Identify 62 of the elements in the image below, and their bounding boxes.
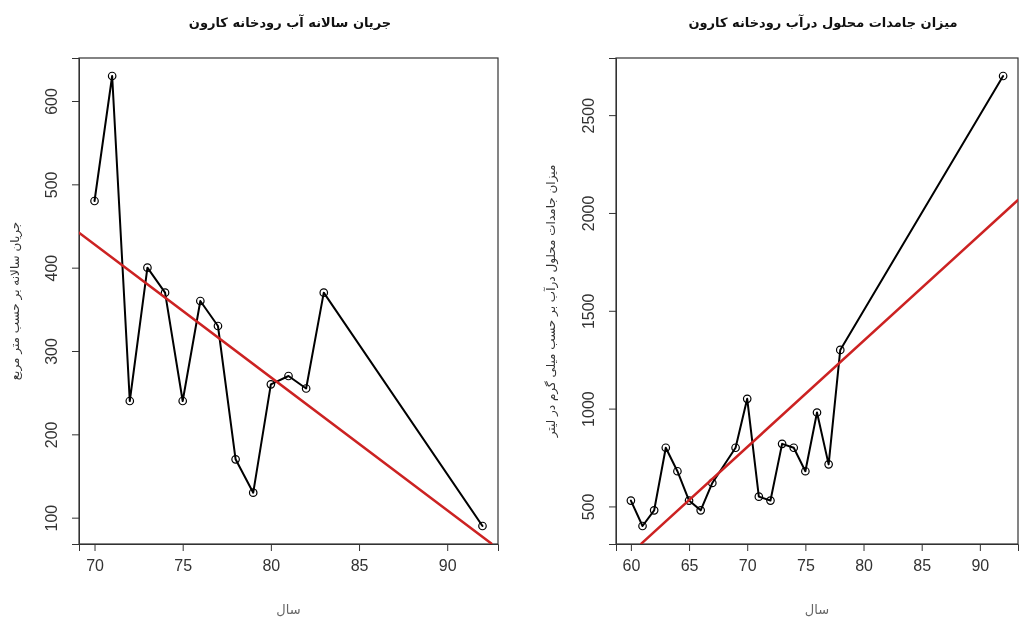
x-tick-label: 75	[796, 557, 815, 575]
point	[195, 296, 205, 306]
point	[754, 492, 764, 501]
x-tick-label: 70	[86, 557, 105, 575]
x-tick-label: 85	[913, 557, 932, 575]
x-axis-title: سال	[276, 602, 301, 617]
y-tick-label: 500	[43, 171, 60, 199]
point	[160, 288, 170, 297]
point	[812, 408, 822, 417]
x-tick-label: 60	[622, 557, 641, 575]
chart-title: جریان سالانه آب رودخانه کارون	[188, 14, 392, 30]
point	[742, 394, 752, 404]
y-tick-label: 500	[580, 493, 597, 521]
point	[801, 466, 810, 476]
point	[684, 496, 694, 505]
x-axis-title: سال	[804, 602, 830, 617]
y-tick-label: 400	[43, 254, 60, 282]
point	[766, 496, 775, 505]
point	[626, 496, 636, 505]
point	[319, 288, 329, 297]
point	[649, 506, 659, 515]
y-tick-label: 600	[43, 88, 60, 115]
y-tick-label: 1500	[580, 293, 597, 330]
chart-title: میزان جامدات محلول درآب رودخانه کارون	[688, 14, 958, 30]
point	[213, 321, 223, 331]
point	[231, 455, 240, 464]
point	[673, 466, 682, 476]
point	[777, 439, 787, 449]
point	[248, 488, 258, 497]
point	[789, 443, 799, 453]
x-tick-label: 65	[680, 557, 699, 575]
x-tick-label: 80	[855, 557, 874, 575]
x-tick-label: 75	[174, 557, 193, 575]
y-tick-label: 300	[43, 338, 60, 365]
y-axis-title: جریان سالانه بر حسب متر مربع	[8, 221, 23, 381]
point	[178, 396, 188, 406]
point	[266, 380, 276, 389]
y-axis-title: میزان جامدات محلول درآب بر حسب میلی گرم در لیتر	[543, 164, 559, 439]
point	[125, 396, 135, 406]
y-tick-label: 2500	[580, 97, 597, 134]
point	[301, 384, 311, 393]
point	[90, 196, 99, 206]
point	[143, 263, 152, 272]
point	[731, 443, 740, 453]
x-tick-label: 80	[262, 557, 281, 575]
point	[107, 71, 117, 81]
point	[835, 345, 845, 355]
point	[284, 371, 293, 381]
point	[998, 71, 1008, 81]
point	[638, 521, 647, 531]
point	[696, 506, 706, 515]
y-tick-label: 200	[43, 421, 60, 449]
y-tick-label: 1000	[580, 391, 597, 427]
point	[661, 443, 671, 453]
point	[824, 460, 833, 469]
x-tick-label: 90	[438, 557, 457, 575]
x-tick-label: 70	[738, 557, 757, 575]
x-tick-label: 85	[350, 557, 369, 575]
y-tick-label: 2000	[580, 195, 597, 232]
y-tick-label: 100	[43, 504, 60, 532]
point	[478, 521, 487, 531]
x-tick-label: 90	[971, 557, 990, 575]
